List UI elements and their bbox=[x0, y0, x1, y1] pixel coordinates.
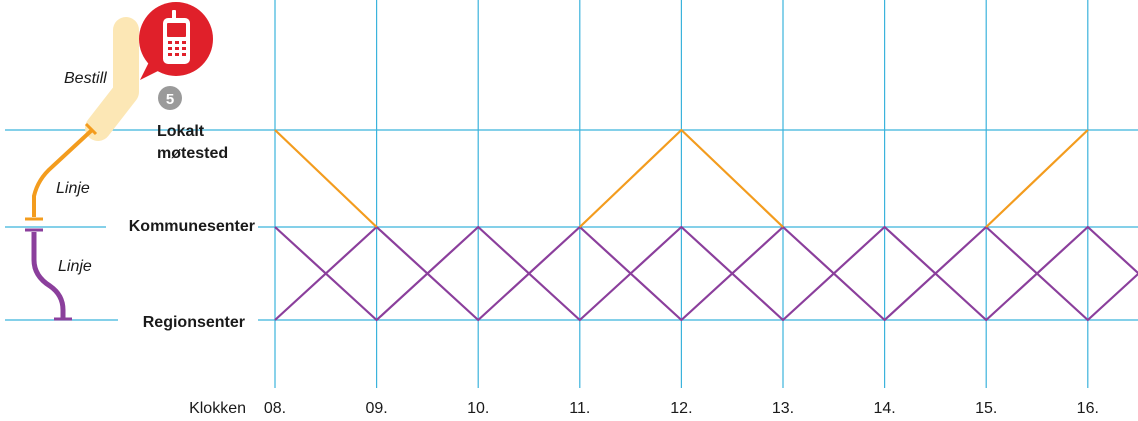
phone-bubble bbox=[139, 2, 213, 80]
tick-label-13: 13. bbox=[772, 400, 794, 417]
x-axis-title: Klokken bbox=[189, 400, 246, 417]
kommunesenter-label-bg bbox=[106, 214, 258, 236]
step-badge-number: 5 bbox=[166, 91, 174, 108]
purple-linje-series bbox=[274, 225, 1138, 322]
time-gridlines bbox=[274, 0, 1089, 388]
tick-label-09: 09. bbox=[365, 400, 387, 417]
tick-label-10: 10. bbox=[467, 400, 489, 417]
time-tick-labels: 08. 09. 10. 11. 12. 13. 14. 15. 16. bbox=[264, 400, 1099, 417]
tick-label-12: 12. bbox=[670, 400, 692, 417]
purple-route-line bbox=[31, 232, 66, 318]
bestill-label: Bestill bbox=[64, 70, 107, 87]
tick-label-11: 11. bbox=[569, 400, 590, 417]
route-legend: 5 Bestill Lokalt møtested Linje Linje bbox=[25, 2, 228, 321]
regionsenter-label: Regionsenter bbox=[143, 314, 245, 331]
lokalt-label-line1: Lokalt bbox=[157, 123, 205, 140]
tick-label-15: 15. bbox=[975, 400, 997, 417]
orange-linje-label: Linje bbox=[56, 180, 90, 197]
purple-trip-2 bbox=[274, 225, 1138, 322]
orange-trip-3 bbox=[985, 129, 1089, 228]
step-badge bbox=[158, 86, 182, 110]
purple-linje-label: Linje bbox=[58, 258, 92, 275]
orange-route-cap-top bbox=[84, 122, 98, 136]
tick-label-16: 16. bbox=[1077, 400, 1099, 417]
orange-trip-1 bbox=[274, 129, 378, 228]
bestill-band bbox=[85, 17, 139, 141]
orange-linje-series bbox=[274, 128, 1089, 228]
purple-trip-1 bbox=[274, 225, 1138, 322]
orange-route-line bbox=[32, 128, 94, 217]
mobile-phone-icon bbox=[163, 10, 190, 64]
regionsenter-label-bg bbox=[118, 310, 258, 332]
kommunesenter-label: Kommunesenter bbox=[129, 218, 255, 235]
lokalt-label-line2: møtested bbox=[157, 145, 228, 162]
orange-trip-2 bbox=[579, 128, 784, 228]
tick-label-08: 08. bbox=[264, 400, 286, 417]
tick-label-14: 14. bbox=[873, 400, 895, 417]
